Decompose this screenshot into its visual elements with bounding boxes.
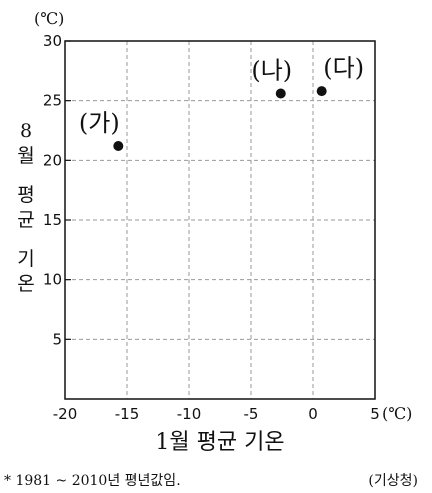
y-axis-title-char: 평 [17, 184, 34, 206]
data-point [316, 86, 327, 97]
point-label: (가) [79, 109, 120, 137]
y-axis-title-char: 월 [17, 145, 34, 167]
y-tick-label: 30 [43, 32, 62, 50]
y-tick-label: 25 [43, 92, 62, 110]
y-tick-label: 10 [43, 271, 62, 289]
data-point [113, 141, 124, 152]
y-axis-title-char: 8 [20, 120, 32, 142]
data-point [275, 88, 286, 99]
axis-ticks: -20 -15 -10 -5 0 5 5 10 15 20 25 30 [43, 32, 380, 423]
x-axis-unit: (℃) [382, 404, 412, 423]
y-axis-title-char: 기 [17, 248, 34, 270]
x-axis-title: 1월 평균 기온 [155, 430, 284, 455]
point-label: (나) [251, 57, 292, 85]
x-tick-label: -5 [244, 405, 259, 423]
x-tick-label: 0 [308, 405, 318, 423]
point-label: (다) [323, 54, 364, 82]
x-tick-label: -10 [177, 405, 202, 423]
y-axis-title-char: 온 [17, 273, 34, 295]
x-tick-label: -20 [53, 405, 78, 423]
footnote: * 1981 ~ 2010년 평년값임. [4, 473, 181, 489]
y-tick-label: 5 [52, 330, 62, 348]
source-label: (기상청) [368, 473, 418, 489]
y-tick-label: 15 [43, 211, 62, 229]
x-tick-label: 5 [370, 405, 380, 423]
y-axis-unit: (℃) [34, 9, 64, 28]
grid-lines [65, 41, 375, 399]
x-tick-label: -15 [115, 405, 140, 423]
data-points: (가) (나) (다) [79, 54, 364, 152]
y-tick-label: 20 [43, 151, 62, 169]
y-axis-title-char: 균 [17, 209, 34, 231]
